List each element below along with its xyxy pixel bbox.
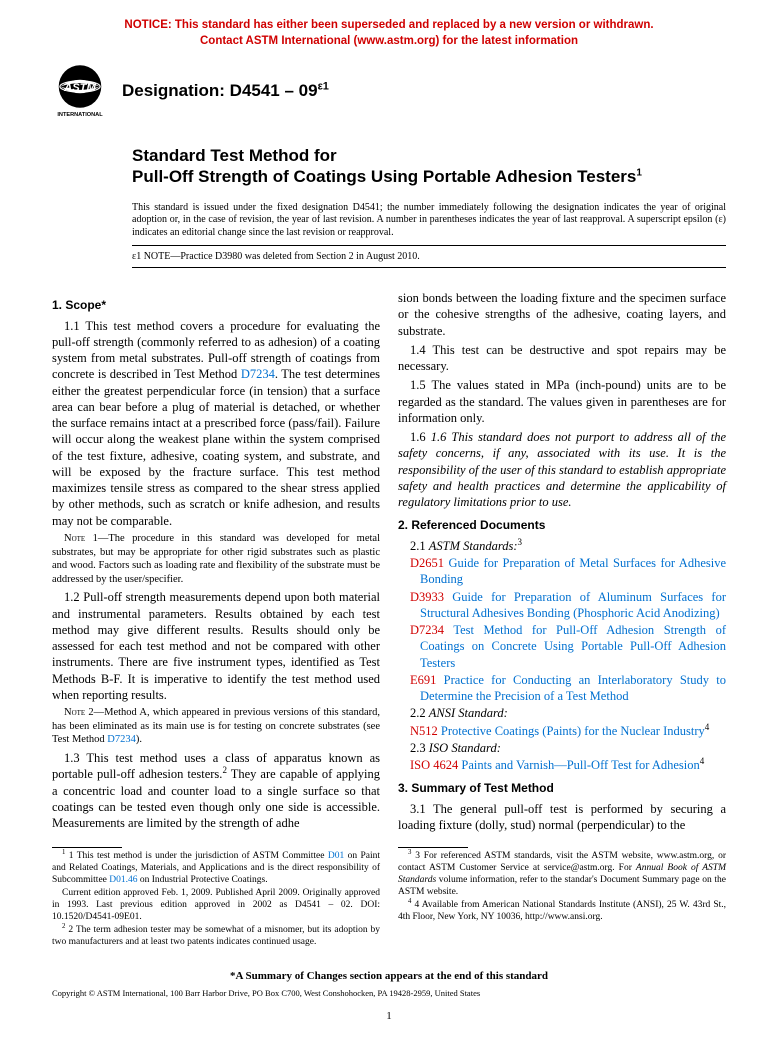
note-lead: Note 2— [64,707,104,718]
designation: Designation: D4541 – 09ε1 [122,80,329,102]
title-line2: Pull-Off Strength of Coatings Using Port… [132,167,636,186]
para-1-3b: sion bonds between the loading fixture a… [398,290,726,339]
ref-iso4624: ISO 4624 Paints and Varnish—Pull-Off Tes… [398,757,726,773]
note-1: Note 1—The procedure in this standard wa… [52,532,380,587]
ref-title[interactable]: Guide for Preparation of Metal Surfaces … [420,556,726,586]
designation-epsilon: ε1 [318,80,329,92]
page: NOTICE: This standard has either been su… [0,0,778,1043]
link-d7234[interactable]: D7234 [241,367,275,381]
ref-title[interactable]: Protective Coatings (Paints) for the Nuc… [441,724,705,738]
eps-note-body: Practice D3980 was deleted from Section … [180,251,419,262]
ref-title[interactable]: Test Method for Pull-Off Adhesion Streng… [420,623,726,670]
link-d0146[interactable]: D01.46 [109,875,137,885]
note-lead: Note 1— [64,533,108,544]
ref-e691: E691 Practice for Conducting an Interlab… [398,672,726,705]
para-1-6: 1.6 1.6 This standard does not purport t… [398,429,726,510]
logo-bottom-text: INTERNATIONAL [57,112,103,118]
link-d7234[interactable]: D7234 [107,734,136,745]
footnote-4: 4 4 Available from American National Sta… [398,900,726,924]
page-number: 1 [52,1009,726,1023]
scope-heading: 1. Scope* [52,298,380,314]
footnotes-right: 3 3 For referenced ASTM standards, visit… [398,847,726,949]
refs-ansi-head: 2.2 ANSI Standard: [398,705,726,721]
eps-note-lead: ε1 NOTE— [132,251,180,262]
ref-code[interactable]: ISO 4624 [410,758,458,772]
notice-line2: Contact ASTM International (www.astm.org… [200,35,578,47]
title-line1: Standard Test Method for [132,146,337,165]
ref-title[interactable]: Practice for Conducting an Interlaborato… [420,673,726,703]
ref-d3933: D3933 Guide for Preparation of Aluminum … [398,589,726,622]
ref-d2651: D2651 Guide for Preparation of Metal Sur… [398,555,726,588]
ref-code[interactable]: N512 [410,724,438,738]
body-columns: 1. Scope* 1.1 This test method covers a … [52,290,726,949]
title-footnote-marker: 1 [636,168,642,179]
ref-d7234: D7234 Test Method for Pull-Off Adhesion … [398,622,726,671]
ref-code[interactable]: D7234 [410,623,444,637]
para-1-2: 1.2 Pull-off strength measurements depen… [52,589,380,703]
footnote-3: 3 3 For referenced ASTM standards, visit… [398,851,726,899]
designation-label: Designation: D4541 – 09 [122,81,318,100]
title-block: Standard Test Method for Pull-Off Streng… [132,145,726,188]
ref-title[interactable]: Paints and Varnish—Pull-Off Test for Adh… [461,758,699,772]
astm-logo: ASTM INTERNATIONAL [52,63,108,119]
footnote-marker-3: 3 [518,537,523,547]
refs-astm-head: 2.1 ASTM Standards:3 [398,538,726,554]
ref-title[interactable]: Guide for Preparation of Aluminum Surfac… [420,590,726,620]
footnote-2: 2 2 The term adhesion tester may be some… [52,925,380,949]
logo-top-text: ASTM [63,82,96,94]
footnote-rule [52,847,122,848]
para-3-1: 3.1 The general pull-off test is perform… [398,801,726,834]
document-title: Standard Test Method for Pull-Off Streng… [132,145,726,188]
footnote-1-cont: Current edition approved Feb. 1, 2009. P… [52,888,380,924]
copyright-line: Copyright © ASTM International, 100 Barr… [52,988,726,999]
footnote-marker-4: 4 [705,721,710,731]
summary-heading: 3. Summary of Test Method [398,781,726,797]
ref-code[interactable]: D2651 [410,556,444,570]
issuance-statement: This standard is issued under the fixed … [132,202,726,240]
ref-code[interactable]: D3933 [410,590,444,604]
footnote-marker-4: 4 [700,756,705,766]
ref-code[interactable]: E691 [410,673,436,687]
notice-line1: NOTICE: This standard has either been su… [124,19,653,31]
footnotes-left: 1 1 This test method is under the jurisd… [52,847,380,949]
para-1-4: 1.4 This test can be destructive and spo… [398,342,726,375]
para-1-5: 1.5 The values stated in MPa (inch-pound… [398,377,726,426]
para-1-3a: 1.3 This test method uses a class of app… [52,750,380,831]
refs-iso-head: 2.3 ISO Standard: [398,740,726,756]
para-1-1: 1.1 This test method covers a procedure … [52,318,380,529]
divider [132,267,726,268]
summary-of-changes-line: *A Summary of Changes section appears at… [52,969,726,983]
epsilon-note: ε1 NOTE—Practice D3980 was deleted from … [132,250,726,263]
header-row: ASTM INTERNATIONAL Designation: D4541 – … [52,63,726,119]
footnote-1: 1 1 This test method is under the jurisd… [52,851,380,887]
divider [132,245,726,246]
link-d01[interactable]: D01 [328,851,344,861]
footnotes: 1 1 This test method is under the jurisd… [52,847,726,949]
ref-n512: N512 Protective Coatings (Paints) for th… [398,723,726,739]
note-2: Note 2—Method A, which appeared in previ… [52,706,380,747]
supersede-notice: NOTICE: This standard has either been su… [52,18,726,49]
footnote-rule [398,847,468,848]
refs-heading: 2. Referenced Documents [398,518,726,534]
